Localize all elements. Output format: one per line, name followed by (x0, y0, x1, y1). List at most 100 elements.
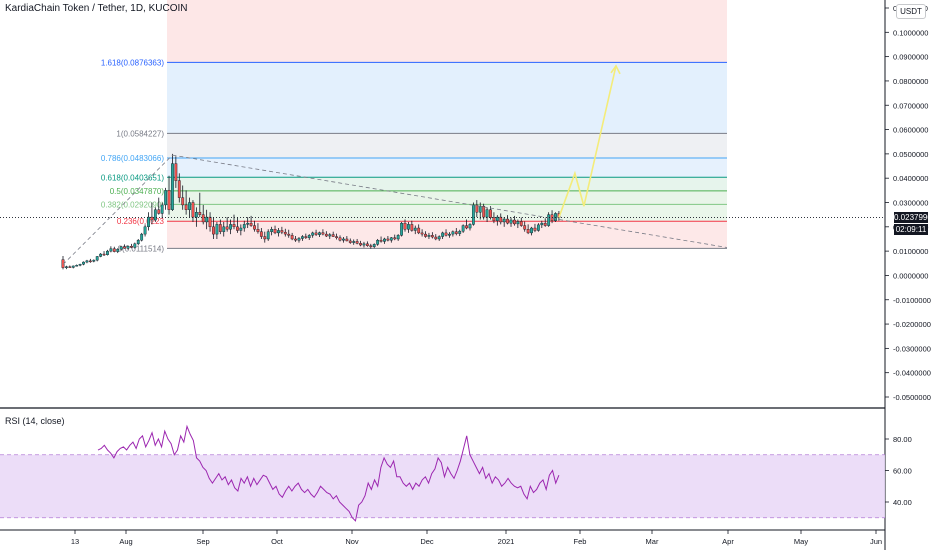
candle-body (263, 236, 267, 240)
candle-body (71, 265, 75, 268)
candle-body (492, 217, 496, 221)
candle-body (328, 234, 332, 237)
candle-body (509, 219, 513, 224)
projection-arrowhead (610, 64, 621, 75)
bar-countdown-label: 02:09:11 (894, 224, 928, 235)
candle-body (259, 231, 263, 237)
candle-body (314, 232, 318, 235)
candle-body (164, 190, 167, 206)
candle-body (249, 222, 253, 226)
time-tick-label: Oct (271, 537, 284, 546)
price-axis[interactable]: 0.11000000.10000000.09000000.08000000.07… (885, 4, 931, 402)
candle-body (386, 238, 390, 241)
candle-body (424, 233, 427, 237)
fib-level-label: 0.382(0.0292090) (101, 200, 165, 209)
candle-body (369, 245, 373, 247)
candle-body (167, 190, 171, 210)
candle-body (194, 212, 198, 218)
candle-body (519, 221, 523, 226)
candle-body (181, 197, 185, 206)
candlestick-series (61, 153, 561, 270)
candle-body (502, 218, 506, 223)
candle-body (321, 232, 325, 235)
candle-body (95, 256, 99, 261)
rsi-pane[interactable]: 80.00 60.00 40.00 (0, 424, 912, 522)
candle-body (290, 235, 294, 240)
candle-body (160, 204, 164, 214)
candle-body (184, 204, 188, 210)
candle-body (174, 163, 178, 181)
candle-body (136, 239, 140, 245)
candle-body (365, 243, 369, 246)
time-tick-label: 13 (71, 537, 79, 546)
candle-body (143, 226, 147, 235)
price-projection-path[interactable] (558, 65, 617, 218)
rsi-indicator-title[interactable]: RSI (14, close) (5, 416, 65, 426)
candle-body (478, 205, 482, 213)
candle-body (78, 264, 82, 266)
candle-body (129, 246, 133, 248)
candle-body (208, 216, 212, 228)
time-tick-label: Dec (420, 537, 434, 546)
fib-level-label: 0.236(0.0223 (117, 217, 165, 226)
candle-body (85, 260, 89, 263)
chart-title: KardiaChain Token / Tether, 1D, KUCOIN (5, 3, 188, 14)
candle-body (256, 229, 260, 232)
candle-body (465, 225, 468, 229)
candle-body (417, 227, 421, 234)
candle-body (513, 219, 516, 225)
candle-body (123, 246, 126, 249)
candle-body (273, 229, 277, 234)
candle-body (188, 202, 191, 210)
candle-body (448, 233, 451, 236)
candle-body (383, 238, 386, 242)
candle-body (485, 209, 489, 218)
candle-body (311, 232, 315, 236)
rsi-band (0, 454, 885, 518)
candle-body (150, 216, 154, 221)
candle-body (533, 227, 537, 231)
candle-body (331, 234, 335, 237)
candle-body (222, 226, 226, 232)
fib-zone (167, 0, 727, 63)
candle-body (133, 243, 137, 248)
price-tick-label: 0.1000000 (893, 28, 928, 37)
price-tick-label: 0.0100000 (893, 247, 928, 256)
time-axis[interactable]: 13 Aug Sep Oct Nov Dec 2021 Feb Mar Apr May Jun (71, 530, 882, 546)
candle-body (454, 231, 458, 234)
price-tick-label: -0.0300000 (893, 344, 931, 353)
candle-body (294, 238, 297, 241)
candle-body (287, 233, 291, 236)
time-tick-label: Nov (345, 537, 359, 546)
currency-button[interactable]: USDT (896, 4, 926, 19)
candle-body (506, 218, 509, 224)
candle-body (304, 236, 308, 238)
candle-body (112, 248, 116, 252)
candle-body (140, 233, 144, 241)
price-tick-label: 0.0300000 (893, 199, 928, 208)
rsi-tick-label: 40.00 (893, 498, 912, 507)
candle-body (475, 204, 479, 213)
candle-body (536, 224, 540, 231)
candle-body (266, 231, 270, 240)
candle-body (540, 222, 544, 226)
candle-body (434, 236, 438, 240)
descending-trendline[interactable] (172, 154, 728, 248)
candle-body (68, 266, 72, 268)
drawings-overlay[interactable] (0, 64, 885, 265)
fib-level-label: 0.5(0.0347870) (110, 187, 165, 196)
rsi-line[interactable] (97, 424, 560, 522)
fib-zone (167, 62, 727, 134)
candle-body (547, 214, 551, 226)
time-tick-label: Sep (196, 537, 209, 546)
time-tick-label: May (794, 537, 808, 546)
fib-trend-line[interactable] (62, 154, 173, 265)
fibonacci-retracement[interactable]: 1.618(0.0876363) 1(0.0584227) 0.786(0.0483… (101, 0, 727, 253)
candle-body (253, 225, 256, 230)
price-tick-label: 0.0900000 (893, 53, 928, 62)
candle-body (88, 260, 92, 263)
candle-body (396, 235, 400, 240)
time-tick-label: 2021 (498, 537, 515, 546)
price-tick-label: -0.0100000 (893, 296, 931, 305)
